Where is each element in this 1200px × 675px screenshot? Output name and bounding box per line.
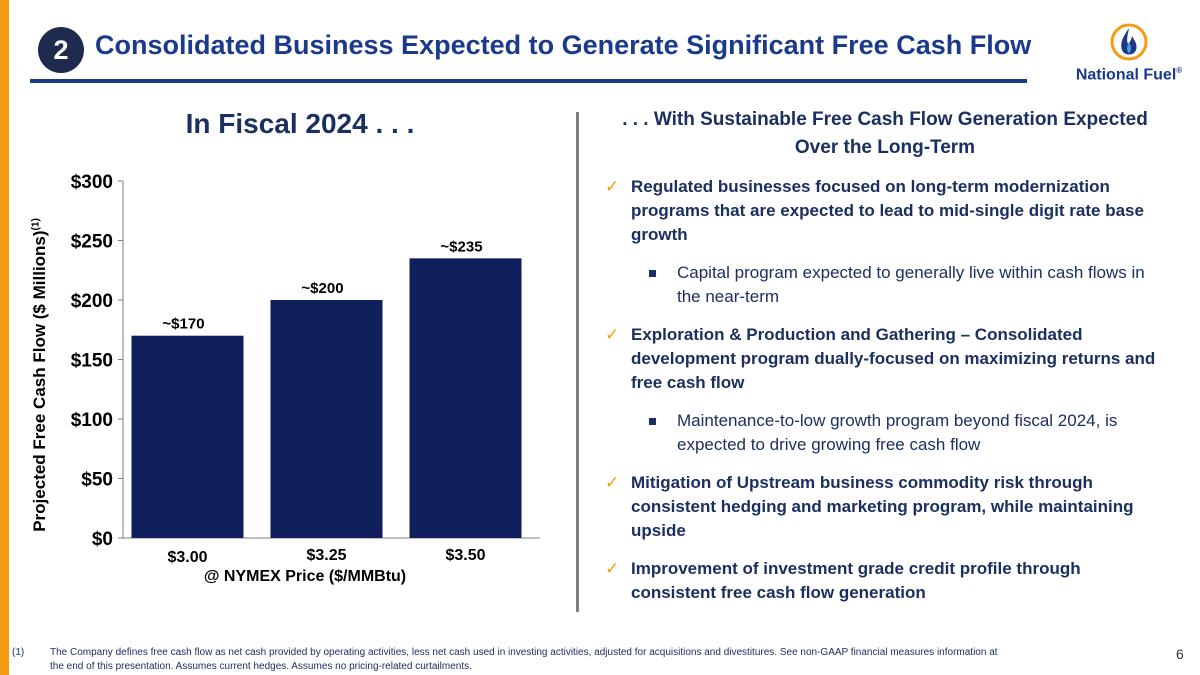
check-icon: ✓: [605, 559, 620, 578]
page-title: Consolidated Business Expected to Genera…: [95, 30, 1032, 60]
data-label: ~$235: [440, 238, 482, 255]
title-divider: [30, 79, 1027, 83]
bar: [270, 300, 383, 538]
footnote: (1) The Company defines free cash flow a…: [12, 646, 1012, 674]
x-axis-title: @ NYMEX Price ($/MMBtu): [203, 568, 407, 585]
y-tick-label: $0: [92, 529, 113, 550]
free-cash-flow-bar-chart: $0 $50 $100 $150 $200 $250 $300 ~$170 $3.00 ~$200…: [71, 172, 540, 565]
y-tick-label: $50: [81, 470, 113, 491]
flame-icon: [1110, 23, 1148, 61]
y-tick-label: $150: [71, 351, 113, 372]
footnote-number: (1): [12, 647, 25, 658]
x-tick-label: $3.00: [167, 549, 207, 565]
section-number-badge: 2: [38, 27, 84, 73]
check-icon: ✓: [605, 473, 620, 492]
logo-wordmark: National Fuel®: [1075, 66, 1183, 84]
bar: [131, 335, 244, 538]
sub-bullet-capital-program: Capital program expected to generally li…: [605, 261, 1170, 309]
x-tick-label: $3.50: [445, 547, 485, 564]
y-axis-title: Projected Free Cash Flow ($ Millions)(1): [30, 218, 49, 532]
y-tick-label: $300: [71, 172, 113, 193]
panel-divider: [576, 112, 579, 612]
left-subtitle: In Fiscal 2024 . . .: [185, 108, 415, 139]
bullet-list: ✓ Regulated businesses focused on long-te…: [605, 175, 1170, 619]
page-number: 6: [1176, 646, 1184, 662]
bar: [409, 258, 522, 538]
check-icon: ✓: [605, 325, 620, 344]
square-bullet-icon: [649, 418, 656, 425]
y-tick-label: $100: [71, 410, 113, 431]
y-tick-label: $200: [71, 291, 113, 312]
footnote-text: The Company defines free cash flow as ne…: [50, 647, 998, 672]
y-tick-label: $250: [71, 232, 113, 253]
x-tick-label: $3.25: [306, 547, 346, 564]
right-subtitle: . . . With Sustainable Free Cash Flow Ge…: [622, 109, 1148, 158]
bullet-credit-profile: ✓ Improvement of investment grade credit …: [605, 559, 1081, 602]
bullet-regulated: ✓ Regulated businesses focused on long-te…: [605, 177, 1144, 244]
data-label: ~$170: [162, 316, 204, 333]
square-bullet-icon: [649, 270, 656, 277]
accent-bar: [0, 0, 9, 675]
bullet-mitigation: ✓ Mitigation of Upstream business commodi…: [605, 473, 1134, 540]
check-icon: ✓: [605, 177, 620, 196]
sub-bullet-maintenance: Maintenance-to-low growth program beyond…: [605, 409, 1170, 457]
data-label: ~$200: [301, 280, 343, 297]
bullet-exploration: ✓ Exploration & Production and Gathering …: [605, 325, 1156, 392]
national-fuel-logo: National Fuel®: [1070, 22, 1188, 92]
